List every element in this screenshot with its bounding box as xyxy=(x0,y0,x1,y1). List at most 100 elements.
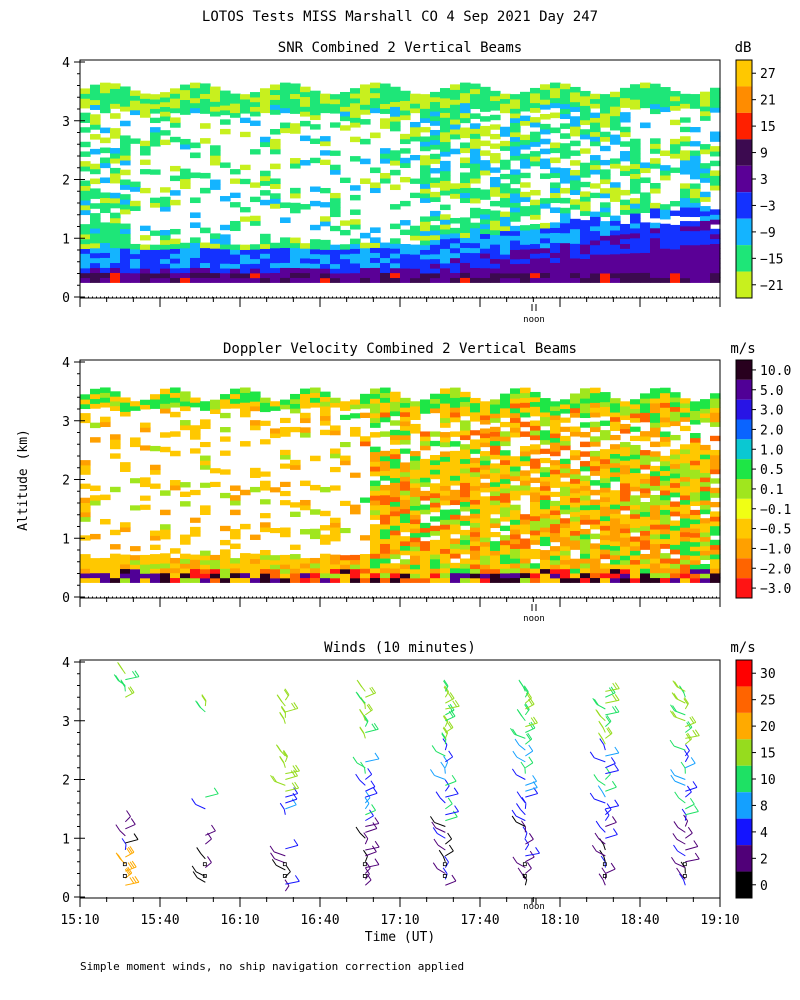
snr-cell xyxy=(440,238,451,245)
snr-cell xyxy=(360,262,371,269)
snr-cell xyxy=(350,136,361,143)
doppler-cell xyxy=(350,577,361,583)
doppler-cell xyxy=(700,522,711,528)
doppler-cell xyxy=(490,564,501,570)
doppler-cell xyxy=(220,572,231,579)
doppler-cell xyxy=(240,557,251,564)
snr-cell xyxy=(660,165,671,171)
snr-cell xyxy=(510,136,521,142)
doppler-cell xyxy=(590,557,601,564)
snr-cell xyxy=(430,244,441,250)
doppler-cell xyxy=(690,491,701,497)
wind-barb-shaft xyxy=(195,871,206,877)
doppler-cell xyxy=(170,411,181,418)
wind-barb-flag xyxy=(530,717,536,724)
snr-cell xyxy=(390,248,401,254)
doppler-cell xyxy=(460,420,471,426)
snr-cell xyxy=(240,94,251,100)
wind-barb-flag xyxy=(363,714,369,722)
doppler-cell xyxy=(140,427,151,433)
snr-cell xyxy=(350,253,361,259)
snr-cell xyxy=(170,136,181,143)
doppler-cell xyxy=(650,412,661,418)
snr-cell xyxy=(490,224,501,231)
doppler-cell xyxy=(420,532,431,538)
snr-cell xyxy=(350,262,361,269)
snr-cell xyxy=(440,117,451,123)
doppler-cell xyxy=(260,549,271,556)
snr-cell xyxy=(220,224,231,231)
snr-cell xyxy=(310,100,321,106)
doppler-cell xyxy=(540,434,551,441)
snr-cell xyxy=(360,252,371,259)
doppler-cell xyxy=(320,577,331,583)
wind-barb-shaft xyxy=(435,827,446,833)
doppler-cell xyxy=(470,513,481,519)
snr-cell xyxy=(510,268,521,274)
snr-cell xyxy=(90,84,101,91)
snr-cell xyxy=(450,247,461,254)
doppler-cell xyxy=(590,426,601,433)
doppler-cell xyxy=(670,411,681,417)
doppler-cell xyxy=(650,553,661,559)
snr-cell xyxy=(130,100,141,106)
snr-cell xyxy=(390,86,401,93)
doppler-cell xyxy=(470,527,481,533)
wind-barb-flag xyxy=(444,855,449,863)
snr-cell xyxy=(690,159,701,166)
wind-barb-shaft xyxy=(683,879,686,886)
snr-cell xyxy=(440,224,451,230)
doppler-cell xyxy=(590,465,601,472)
snr-cell xyxy=(460,197,471,204)
doppler-cell xyxy=(600,544,611,550)
wind-barb-shaft xyxy=(434,774,446,780)
doppler-cell xyxy=(270,564,281,570)
doppler-cell xyxy=(610,411,621,418)
snr-cell xyxy=(610,253,621,260)
doppler-cell xyxy=(130,505,141,511)
doppler-cell xyxy=(470,480,481,487)
snr-cell xyxy=(160,234,171,241)
snr-cell xyxy=(120,150,131,156)
doppler-cell xyxy=(710,393,721,399)
snr-cell xyxy=(540,247,551,254)
doppler-cell xyxy=(550,442,561,448)
snr-cell xyxy=(230,169,241,175)
doppler-cell xyxy=(490,573,501,579)
doppler-cell xyxy=(320,510,331,517)
doppler-cell xyxy=(180,534,191,540)
snr-cell xyxy=(650,83,661,90)
wind-barb-flag xyxy=(126,867,131,875)
wind-barb-shaft xyxy=(356,762,366,769)
wind-calm-marker xyxy=(442,862,447,867)
snr-cell xyxy=(440,243,451,249)
doppler-cell xyxy=(380,504,391,510)
snr-cell xyxy=(220,119,231,125)
snr-cell xyxy=(690,127,701,133)
doppler-cell xyxy=(180,420,191,426)
snr-cell xyxy=(500,131,511,137)
doppler-cell xyxy=(480,410,491,416)
doppler-cell xyxy=(480,532,491,538)
snr-cell xyxy=(680,268,691,274)
snr-cell xyxy=(680,188,691,194)
snr-cell xyxy=(490,143,501,149)
wind-barb-shaft xyxy=(285,707,298,713)
doppler-cell xyxy=(280,559,291,565)
snr-cell xyxy=(540,257,551,264)
snr-cell xyxy=(140,102,151,109)
snr-cell xyxy=(260,253,271,259)
doppler-cell xyxy=(190,563,201,570)
snr-cell xyxy=(110,192,121,199)
snr-cell xyxy=(550,252,561,258)
snr-cell xyxy=(620,243,631,249)
doppler-cell xyxy=(660,397,671,403)
snr-cell xyxy=(300,277,311,283)
snr-cell xyxy=(470,252,481,259)
doppler-cell xyxy=(540,457,551,464)
wind-barb-shaft xyxy=(601,791,606,798)
snr-cell xyxy=(630,94,641,100)
doppler-cell xyxy=(670,415,681,422)
snr-cell xyxy=(370,242,381,248)
snr-cell xyxy=(480,101,491,107)
